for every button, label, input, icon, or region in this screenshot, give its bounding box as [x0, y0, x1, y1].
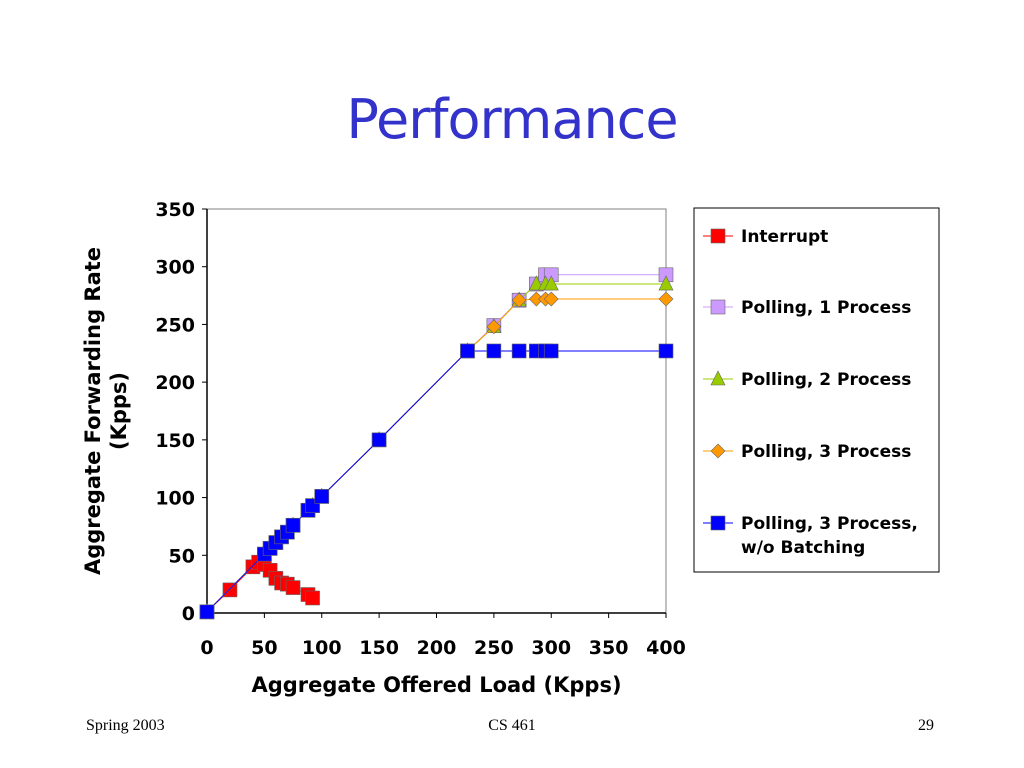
data-point [285, 517, 301, 533]
x-axis-title: Aggregate Offered Load (Kpps) [251, 673, 621, 697]
data-point [658, 343, 674, 359]
x-tick-label: 400 [646, 637, 686, 659]
legend-marker [710, 299, 726, 315]
legend-label: Interrupt [741, 227, 828, 247]
y-tick-label: 0 [182, 603, 195, 625]
data-point [543, 291, 559, 307]
legend-item: Interrupt [703, 227, 828, 247]
x-tick-label: 300 [531, 637, 571, 659]
x-tick-label: 50 [251, 637, 277, 659]
legend-item: Polling, 2 Process [703, 370, 911, 390]
y-tick-label: 50 [169, 545, 195, 567]
x-tick-label: 200 [417, 637, 457, 659]
legend: Interrupt Polling, 1 Process Polling, 2 Pr… [693, 207, 940, 573]
data-point [314, 489, 330, 504]
y-tick-label: 150 [155, 430, 195, 452]
plot-area [206, 208, 667, 614]
legend-marker [710, 443, 726, 459]
legend-label: Polling, 3 Process [741, 442, 911, 462]
x-tick-label: 0 [200, 637, 213, 659]
legend-label-line: Polling, 3 Process [741, 442, 911, 462]
x-tick-label: 350 [589, 637, 629, 659]
y-tick-label: 200 [155, 372, 195, 394]
axis-labels: 0 50 100 150 200 250 300 350 0 50 100 150 200 250 300 3… [81, 199, 686, 697]
data-point [658, 291, 674, 307]
footer-course: CS 461 [488, 717, 536, 734]
legend-label: Polling, 3 Process, w/o Batching [741, 514, 918, 558]
y-tick-label: 350 [155, 199, 195, 221]
legend-label-line: Interrupt [741, 227, 828, 247]
y-axis-title: Aggregate Forwarding Rate(Kpps) [81, 247, 131, 575]
data-point [543, 275, 559, 291]
x-tick-label: 150 [359, 637, 399, 659]
x-tick-label: 100 [302, 637, 342, 659]
y-tick-label: 100 [155, 488, 195, 510]
data-point [371, 432, 387, 448]
data-point [658, 275, 674, 291]
data-point [486, 319, 502, 335]
series-group [199, 267, 674, 620]
legend-label-line: Polling, 3 Process, [741, 514, 918, 534]
data-point [511, 292, 527, 308]
legend-box [693, 207, 940, 573]
legend-item: Polling, 3 Process, w/o Batching [703, 514, 918, 558]
legend-label-line: w/o Batching [741, 538, 865, 558]
data-point [486, 343, 502, 359]
data-point [222, 582, 238, 598]
y-axis-title-line: Aggregate Forwarding Rate [81, 247, 105, 575]
data-point [543, 343, 559, 359]
legend-item: Polling, 3 Process [703, 442, 911, 462]
legend-marker [710, 515, 726, 531]
data-point [460, 343, 475, 359]
y-axis-title-line: (Kpps) [107, 372, 131, 450]
legend-label-line: Polling, 2 Process [741, 370, 911, 390]
legend-marker [710, 370, 726, 386]
y-tick-label: 300 [155, 257, 195, 279]
data-point [528, 275, 544, 291]
axes [202, 208, 667, 618]
y-tick-label: 250 [155, 314, 195, 336]
series-polling-3-process-w-o-batching [199, 343, 674, 620]
data-point [199, 604, 215, 620]
slide-title: Performance [346, 88, 678, 151]
footer-date: Spring 2003 [86, 717, 165, 734]
data-point [305, 590, 320, 606]
legend-label: Polling, 1 Process [741, 298, 911, 318]
data-point [511, 343, 527, 359]
legend-item: Polling, 1 Process [703, 298, 911, 318]
footer-page-number: 29 [918, 717, 934, 734]
legend-marker [710, 228, 726, 244]
legend-label: Polling, 2 Process [741, 370, 911, 390]
x-tick-label: 250 [474, 637, 514, 659]
data-point [285, 580, 301, 595]
legend-label-line: Polling, 1 Process [741, 298, 911, 318]
